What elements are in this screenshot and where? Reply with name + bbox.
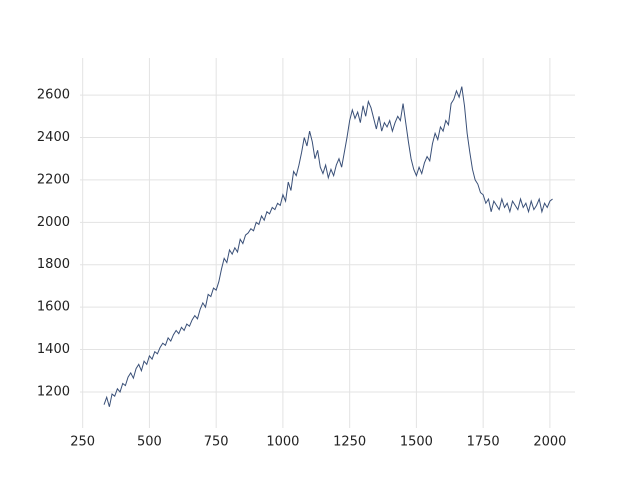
y-tick-label: 2400 <box>37 130 70 145</box>
x-tick-label: 750 <box>204 435 229 450</box>
x-tick-label: 1750 <box>467 435 500 450</box>
y-tick-label: 2200 <box>37 172 70 187</box>
y-tick-label: 2000 <box>37 215 70 230</box>
y-tick-label: 1800 <box>37 257 70 272</box>
x-tick-label: 1000 <box>266 435 299 450</box>
x-tick-label: 1500 <box>400 435 433 450</box>
x-tick-label: 2000 <box>533 435 566 450</box>
x-tick-label: 250 <box>70 435 95 450</box>
line-series <box>103 86 553 407</box>
x-tick-label: 500 <box>137 435 162 450</box>
y-tick-label: 1200 <box>37 384 70 399</box>
y-tick-label: 2600 <box>37 88 70 103</box>
x-tick-label: 1250 <box>333 435 366 450</box>
y-tick-label: 1600 <box>37 300 70 315</box>
y-tick-label: 1400 <box>37 342 70 357</box>
